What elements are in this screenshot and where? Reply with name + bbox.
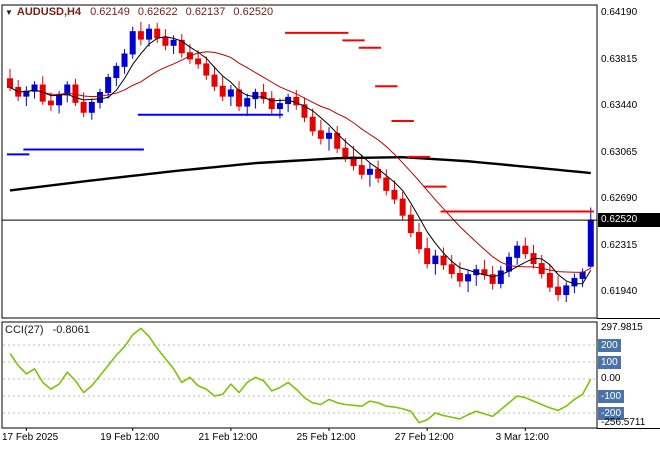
cci-level-badge: -100	[598, 390, 625, 403]
candle-body	[448, 264, 455, 274]
candle-body	[178, 39, 185, 54]
candle-body	[563, 285, 570, 296]
candle-body	[47, 100, 54, 106]
candle-body	[211, 74, 218, 87]
candle-body	[113, 65, 120, 79]
candle-body	[317, 130, 324, 139]
candle-body	[260, 91, 267, 100]
close-value: 0.62520	[233, 6, 274, 18]
time-axis-label[interactable]: 17 Feb 2025	[2, 432, 59, 443]
candle-body	[301, 104, 308, 118]
ma-medium-line	[9, 51, 592, 273]
candle-body	[268, 98, 275, 110]
time-axis-label[interactable]: 27 Feb 12:00	[394, 432, 454, 443]
cci-indicator-value: -0.8061	[52, 324, 90, 336]
time-axis-label[interactable]: 25 Feb 12:00	[296, 432, 356, 443]
cci-indicator-header: CCI(27) -0.8061	[5, 324, 90, 336]
price-axis-label: 0.61940	[601, 286, 638, 298]
candle-body	[587, 219, 594, 267]
cci-plot-border	[1, 321, 598, 429]
candle-body	[121, 53, 128, 67]
candle-body	[309, 116, 316, 132]
candle-body	[137, 31, 144, 40]
candle-body	[514, 245, 521, 258]
candle-body	[146, 28, 153, 40]
price-axis-label: 0.63440	[601, 100, 638, 112]
cci-level-badge: 100	[598, 356, 621, 369]
main-plot-border	[1, 4, 598, 319]
price-axis-label: 0.64190	[601, 7, 638, 19]
time-axis-label[interactable]: 19 Feb 12:00	[100, 432, 160, 443]
candle-body	[407, 214, 414, 234]
time-axis-label[interactable]: 21 Feb 12:00	[198, 432, 258, 443]
candle-body	[7, 78, 13, 88]
candle-body	[96, 91, 103, 103]
ma-slow-line	[9, 155, 591, 192]
cci-level-badge: 200	[598, 339, 621, 352]
ma-fast-line	[9, 36, 592, 285]
current-price-badge: 0.62520	[598, 213, 660, 228]
candle-body	[416, 232, 422, 250]
cci-line	[9, 327, 592, 424]
cci-indicator-name: CCI(27)	[5, 324, 44, 336]
time-axis-label[interactable]: 3 Mar 12:00	[495, 432, 549, 443]
candle-body	[203, 63, 210, 76]
cci-axis-label: 0.00	[601, 373, 621, 384]
candle-body	[358, 165, 365, 175]
candlesticks	[7, 21, 594, 303]
price-axis-label: 0.62690	[601, 193, 638, 205]
candle-body	[579, 271, 586, 279]
candle-body	[162, 37, 169, 46]
chart-ohlc-header: ▼ AUDUSD,H4 0.62149 0.62622 0.62137 0.62…	[5, 6, 281, 18]
cci-level-badge: -200	[598, 407, 625, 420]
candle-body	[440, 255, 447, 266]
candle-body	[505, 256, 512, 272]
candle-body	[64, 84, 71, 96]
cci-axis-label: -256.5711	[601, 416, 646, 428]
candle-body	[546, 272, 553, 288]
candle-body	[293, 96, 300, 106]
candle-body	[489, 274, 496, 284]
candle-body	[456, 272, 463, 282]
candle-body	[383, 177, 390, 191]
candle-body	[571, 277, 578, 287]
candle-body	[88, 101, 95, 113]
candle-body	[366, 168, 373, 175]
candle-body	[424, 248, 431, 265]
price-axis-label: 0.63815	[601, 53, 638, 65]
candle-body	[80, 101, 87, 113]
candle-body	[154, 28, 161, 39]
symbol-dropdown-triangle-icon[interactable]: ▼	[5, 7, 13, 17]
candle-body	[522, 245, 529, 255]
symbol-period-label: AUDUSD,H4	[16, 6, 82, 18]
candle-body	[555, 286, 562, 296]
candle-body	[56, 94, 63, 106]
candle-body	[31, 84, 38, 92]
candle-body	[342, 147, 349, 158]
candle-body	[105, 77, 112, 93]
candle-body	[244, 98, 251, 107]
candle-body	[195, 58, 202, 65]
open-value: 0.62149	[90, 6, 130, 18]
low-value: 0.62137	[185, 6, 226, 18]
candle-body	[465, 274, 472, 282]
high-value: 0.62622	[137, 6, 178, 18]
price-axis-label: 0.62315	[601, 239, 638, 251]
candle-body	[129, 31, 136, 55]
candle-body	[497, 270, 504, 284]
cci-axis-label: 297.9815	[601, 322, 643, 334]
candle-body	[276, 103, 283, 110]
candle-body	[227, 89, 234, 97]
candle-body	[252, 91, 259, 100]
candle-body	[219, 85, 226, 97]
price-axis-label: 0.63065	[601, 146, 638, 158]
candle-body	[399, 198, 406, 216]
candle-body	[326, 132, 333, 139]
candle-body	[236, 89, 243, 107]
candle-body	[391, 189, 398, 200]
candle-body	[432, 255, 439, 265]
candle-body	[170, 39, 177, 46]
